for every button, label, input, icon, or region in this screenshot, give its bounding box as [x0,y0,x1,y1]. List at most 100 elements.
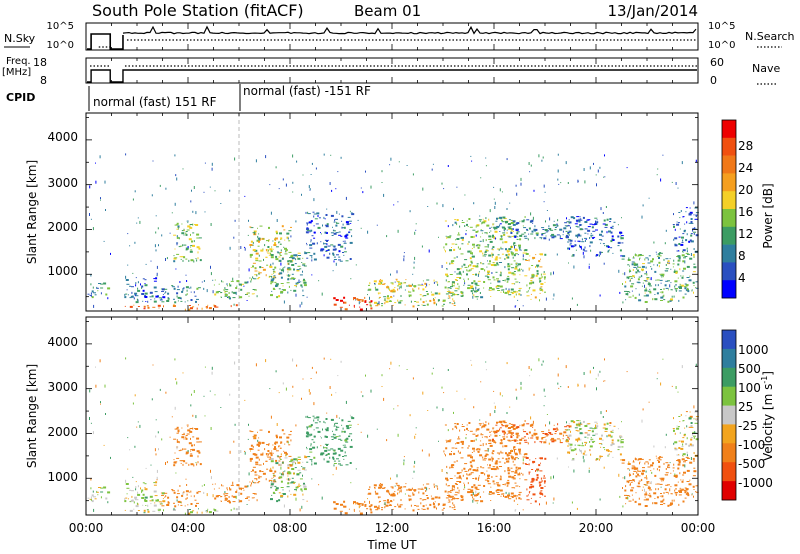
power-cell [493,264,497,267]
power-cell [409,210,411,213]
velocity-cell [159,503,163,505]
power-cell [684,293,687,295]
power-cell [275,283,279,286]
velocity-cell [685,488,689,491]
velocity-cell [268,430,270,433]
velocity-cell [553,424,555,426]
power-cell [230,305,232,308]
velocity-cell [422,391,424,395]
velocity-cell [399,490,401,492]
velocity-cell [672,428,675,429]
power-cell [453,248,456,251]
power-cell [290,235,292,238]
power-cell [686,221,688,224]
power-cell [324,231,327,234]
power-cell [173,298,175,300]
power-cell [462,270,464,273]
velocity-cell [355,468,357,470]
velocity-cell [275,370,277,373]
power-cell [183,244,187,246]
velocity-cell [296,487,299,489]
power-cell [485,165,487,167]
velocity-ytick-2000: 2000 [47,425,78,439]
power-cell [310,239,312,242]
velocity-cell [458,475,461,478]
power-cell [272,248,274,250]
velocity-cell [302,493,304,496]
power-cell [87,293,90,295]
velocity-cell [484,479,488,481]
velocity-cell [204,366,206,368]
power-cell [649,291,652,294]
power-cell [165,187,167,190]
velocity-cell [628,500,632,502]
velocity-cell [507,484,509,487]
power-cell [294,263,297,265]
velocity-cell [327,453,330,455]
velocity-cell [278,460,281,462]
velocity-cell [660,504,663,505]
power-cell [534,228,538,231]
velocity-cell [185,451,189,454]
velocity-cell [507,467,510,470]
power-cell [695,287,699,289]
velocity-cell [326,447,328,450]
velocity-cell [159,388,161,391]
power-cell [341,220,343,222]
power-cell [486,250,489,252]
velocity-cell [179,449,182,451]
velocity-cell [692,433,694,436]
power-cell [645,280,647,282]
power-cell [491,226,493,228]
power-cell [349,210,351,212]
velocity-cell [628,461,630,465]
velocity-cell [553,439,557,442]
velocity-cell [270,487,273,489]
velocity-cell [302,467,306,469]
velocity-cell [617,449,620,451]
power-cell [488,254,492,257]
power-cell [525,260,529,261]
power-cell [499,274,502,277]
power-cell [270,279,274,282]
velocity-cell [336,426,340,428]
velocity-cell [575,453,577,455]
velocity-cell [688,417,692,420]
velocity-cell [562,434,564,437]
velocity-cell [542,360,544,363]
power-cell [478,219,482,221]
velocity-cell [692,475,696,477]
power-cell [688,240,691,243]
power-cell [656,279,660,281]
velocity-cell [378,496,380,499]
power-cell [529,282,532,285]
power-cell [249,244,253,246]
velocity-cell [261,471,264,472]
power-cell [632,294,634,297]
velocity-cell [449,491,452,493]
velocity-cell [620,459,624,461]
velocity-cell [408,498,412,501]
power-cell [477,246,480,249]
velocity-cell [677,426,680,428]
velocity-cell [476,467,479,469]
power-cell [388,287,390,290]
velocity-cell [324,435,327,438]
velocity-cell [235,491,238,493]
power-cell [364,296,366,299]
velocity-cell [303,469,307,471]
power-cell [426,293,429,296]
velocity-cell [506,433,508,435]
velocity-cell [462,495,464,498]
velocity-cell [454,506,456,509]
velocity-cell [516,426,520,429]
velocity-cell [332,452,336,455]
velocity-cell [142,482,145,484]
velocity-cell [491,457,494,460]
velocity-cell [659,456,663,458]
velocity-cell [269,479,273,481]
power-cell [196,233,200,236]
velocity-cell [287,437,289,438]
velocity-cell [461,426,465,427]
power-cell [642,263,645,265]
